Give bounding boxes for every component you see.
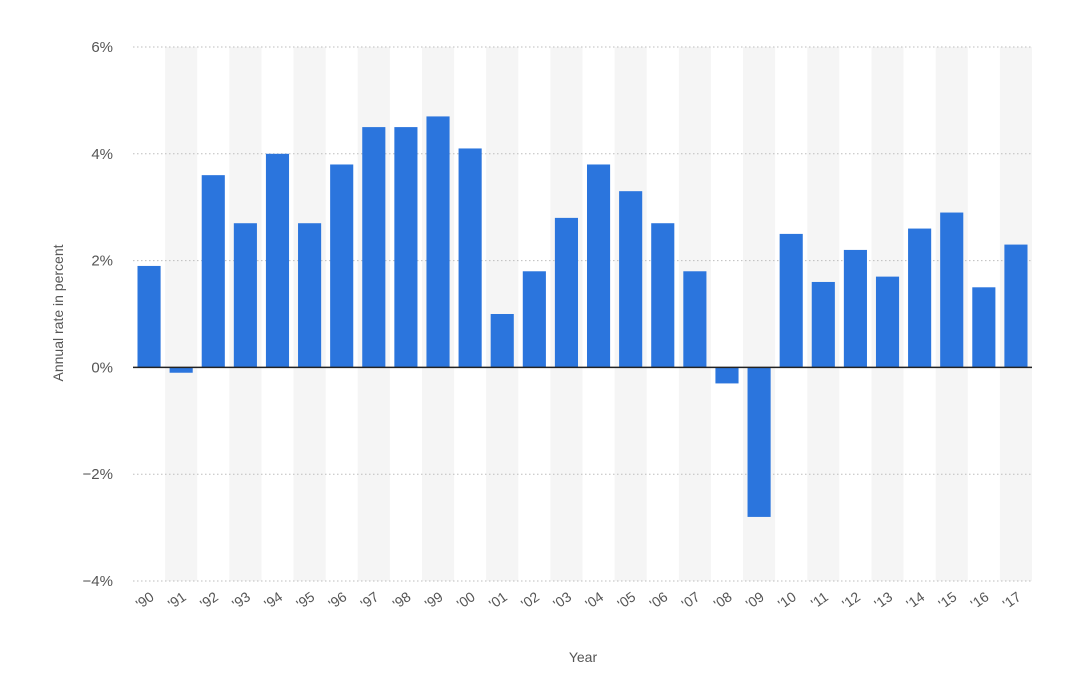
bar[interactable] [458, 148, 482, 368]
bar[interactable] [683, 271, 707, 368]
bar[interactable] [426, 116, 450, 368]
bar[interactable] [586, 164, 611, 368]
x-tick-label: '93 [229, 588, 253, 612]
bar[interactable] [1004, 244, 1028, 368]
bar[interactable] [233, 223, 257, 368]
bar[interactable] [137, 265, 161, 368]
bar[interactable] [169, 367, 193, 373]
x-tick-label: '09 [743, 588, 767, 612]
x-tick-label: '00 [454, 588, 478, 612]
bar[interactable] [298, 223, 322, 368]
x-tick-label: '99 [422, 588, 446, 612]
x-tick-label: '03 [550, 588, 574, 612]
x-tick-label: '98 [390, 588, 414, 612]
x-tick-label: '94 [261, 588, 285, 612]
y-tick-label: 0% [91, 359, 113, 376]
x-tick-label: '91 [165, 588, 189, 612]
y-tick-label: 4% [91, 146, 113, 163]
x-tick-label: '95 [293, 588, 317, 612]
x-tick-label: '90 [133, 588, 157, 612]
bar[interactable] [972, 287, 996, 368]
bar[interactable] [619, 191, 643, 368]
x-tick-label: '96 [325, 588, 349, 612]
x-tick-label: '11 [808, 588, 831, 611]
bar[interactable] [747, 367, 771, 517]
x-tick-label: '17 [1000, 588, 1024, 612]
x-tick-label: '08 [711, 588, 735, 612]
x-tick-label: '15 [935, 588, 959, 612]
x-tick-label: '01 [486, 588, 510, 612]
bar[interactable] [779, 233, 803, 368]
x-axis-ticks: '90 '91 '92 '93 '94 '95 '96 '97 '98 '99 '00 '01 '02 '… [133, 588, 1024, 612]
bar[interactable] [522, 271, 546, 368]
bar[interactable] [201, 175, 225, 368]
y-axis-title: Annual rate in percent [50, 244, 66, 381]
bar[interactable] [940, 212, 964, 368]
bar[interactable] [265, 153, 290, 368]
x-tick-label: '16 [967, 588, 991, 612]
x-tick-label: '12 [839, 588, 863, 612]
bar[interactable] [490, 314, 514, 368]
background-stripe [165, 47, 198, 581]
bar[interactable] [651, 223, 675, 368]
x-tick-label: '07 [678, 588, 702, 612]
x-tick-label: '92 [197, 588, 221, 612]
bar[interactable] [908, 228, 932, 368]
x-tick-label: '06 [646, 588, 670, 612]
x-tick-label: '05 [614, 588, 638, 612]
bar[interactable] [362, 127, 386, 368]
x-tick-label: '13 [871, 588, 895, 612]
x-tick-label: '04 [582, 588, 606, 612]
bar[interactable] [875, 276, 900, 368]
bar[interactable] [394, 127, 418, 368]
bars [137, 116, 1028, 517]
bar[interactable] [843, 249, 867, 368]
bar[interactable] [811, 281, 835, 368]
y-axis-ticks: 6% 4% 2% 0% −2% −4% [83, 39, 113, 590]
y-tick-label: −2% [83, 466, 113, 483]
x-axis-title: Year [569, 649, 598, 665]
gridlines [133, 46, 1032, 582]
y-tick-label: 6% [91, 39, 113, 56]
bar[interactable] [715, 367, 739, 384]
y-tick-label: 2% [91, 253, 113, 270]
x-tick-label: '14 [903, 588, 927, 612]
x-tick-label: '10 [775, 588, 799, 612]
x-tick-label: '97 [357, 588, 381, 612]
bar[interactable] [330, 164, 354, 368]
bar[interactable] [554, 217, 579, 368]
x-tick-label: '02 [518, 588, 542, 612]
y-tick-label: −4% [83, 573, 113, 590]
